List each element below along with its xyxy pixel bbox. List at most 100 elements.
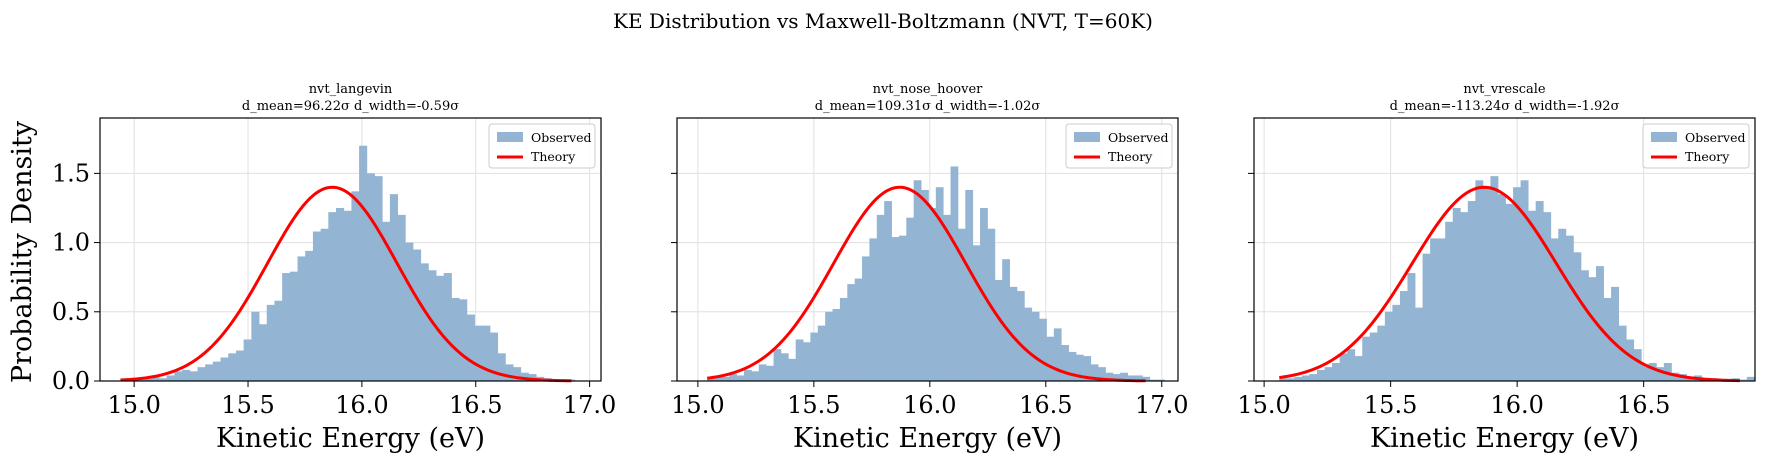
- histogram-bar: [1482, 187, 1491, 381]
- histogram-bar: [847, 284, 856, 381]
- histogram-bar: [135, 379, 144, 381]
- histogram-bar: [1505, 203, 1514, 381]
- x-tick-label: 16.0: [335, 391, 388, 419]
- histogram-bar: [166, 375, 175, 381]
- histogram-bar: [466, 314, 475, 381]
- histogram-bar: [972, 245, 981, 381]
- histogram-bar: [1309, 374, 1318, 381]
- histogram-bar: [736, 375, 745, 381]
- histogram-bar: [1039, 318, 1047, 381]
- histogram-bar: [282, 273, 291, 381]
- histogram-bar: [528, 374, 537, 381]
- histogram-bar: [212, 361, 221, 381]
- x-axis-label: Kinetic Energy (eV): [216, 423, 485, 454]
- histogram-bar: [1090, 364, 1099, 381]
- histogram-bar: [197, 367, 206, 381]
- histogram-bar: [412, 249, 422, 381]
- histogram-bar: [1377, 325, 1386, 381]
- histogram-bar: [1490, 176, 1499, 381]
- histogram-bar: [876, 214, 885, 381]
- histogram-bar: [1369, 332, 1378, 381]
- histogram-bar: [1415, 307, 1423, 381]
- histogram-bar: [1430, 238, 1439, 381]
- histogram-bar: [795, 339, 804, 381]
- histogram-bar: [803, 342, 811, 381]
- histogram-bar: [1016, 291, 1025, 381]
- histogram-bar: [1603, 297, 1612, 381]
- histogram-bar: [965, 189, 974, 381]
- histogram-bar: [266, 304, 275, 381]
- legend-theory-label: Theory: [1685, 149, 1730, 164]
- histogram-bar: [780, 353, 789, 381]
- histogram-bar: [1671, 372, 1680, 381]
- histogram-bar: [1611, 286, 1620, 381]
- histogram-bar: [1083, 356, 1092, 381]
- histogram-bar: [366, 173, 375, 381]
- histogram-bar: [906, 217, 915, 381]
- axes-frame: [676, 117, 1179, 382]
- histogram-bar: [1068, 351, 1077, 381]
- histogram-bar: [1746, 376, 1755, 381]
- histogram-bar: [228, 353, 237, 381]
- histogram-bar: [1134, 375, 1143, 381]
- x-tick-label: 15.5: [787, 391, 840, 419]
- histogram-bar: [1618, 325, 1627, 381]
- histogram-bar: [1422, 253, 1431, 381]
- histogram-bar: [957, 228, 966, 381]
- histogram-bar: [343, 210, 352, 381]
- histogram-bar: [1580, 270, 1589, 381]
- histogram-bar: [235, 350, 245, 381]
- legend-observed-swatch: [497, 132, 523, 142]
- histogram-bar: [891, 237, 900, 381]
- histogram-bar: [1528, 210, 1537, 381]
- histogram-bar: [950, 166, 959, 381]
- histogram-bar: [220, 357, 229, 381]
- histogram-bar: [1573, 252, 1582, 381]
- histogram-bar: [1445, 221, 1454, 381]
- histogram-bar: [1595, 266, 1604, 381]
- histogram-bar: [862, 256, 870, 381]
- histogram-bar: [1354, 356, 1363, 381]
- x-tick-label: 15.0: [1237, 391, 1290, 419]
- x-tick-label: 15.5: [1364, 391, 1417, 419]
- histogram-bar: [443, 273, 452, 381]
- y-tick-label: 1.5: [52, 159, 90, 187]
- y-axis-label: Probability Density: [7, 120, 38, 383]
- histogram-bar: [1475, 180, 1484, 381]
- histogram-bar: [205, 364, 214, 381]
- x-tick-label: 15.0: [671, 391, 724, 419]
- histogram-bar: [505, 364, 514, 381]
- histogram-bar: [1656, 367, 1665, 381]
- panel-title: nvt_nose_hoover: [873, 82, 984, 97]
- histogram-bar: [1075, 354, 1084, 381]
- histogram-bar: [1535, 201, 1544, 381]
- histogram-bar: [707, 378, 715, 381]
- histogram-bar: [1347, 349, 1356, 381]
- histogram-bar: [1294, 376, 1303, 381]
- x-tick-label: 15.5: [221, 391, 274, 419]
- panel-2: nvt_nose_hoover d_mean=109.31σ d_width=-1…: [671, 82, 1188, 454]
- panel-subtitle: d_mean=109.31σ d_width=-1.02σ: [815, 99, 1041, 114]
- histogram-bar: [182, 369, 191, 381]
- theory-curve: [706, 185, 1146, 383]
- histogram-bar: [721, 376, 730, 381]
- histogram-bar: [1497, 194, 1506, 381]
- histogram-bar: [1332, 363, 1341, 381]
- histogram-bar: [374, 176, 383, 381]
- histogram-bar: [1098, 367, 1106, 381]
- histogram-bar: [389, 194, 398, 381]
- histogram-bar: [1009, 286, 1018, 381]
- histogram-bar: [1407, 273, 1416, 381]
- histogram-bar: [1392, 304, 1401, 381]
- histogram-bar: [328, 212, 337, 381]
- histogram-bar: [1565, 235, 1574, 381]
- histogram-bar: [773, 349, 782, 381]
- histogram-bar: [1053, 328, 1062, 381]
- histogram-bar: [428, 270, 437, 381]
- histogram-bar: [1520, 180, 1529, 381]
- histogram-bar: [520, 372, 529, 381]
- histogram-bar: [928, 207, 937, 381]
- histogram-bar: [336, 207, 345, 381]
- x-axis-label: Kinetic Energy (eV): [793, 423, 1062, 454]
